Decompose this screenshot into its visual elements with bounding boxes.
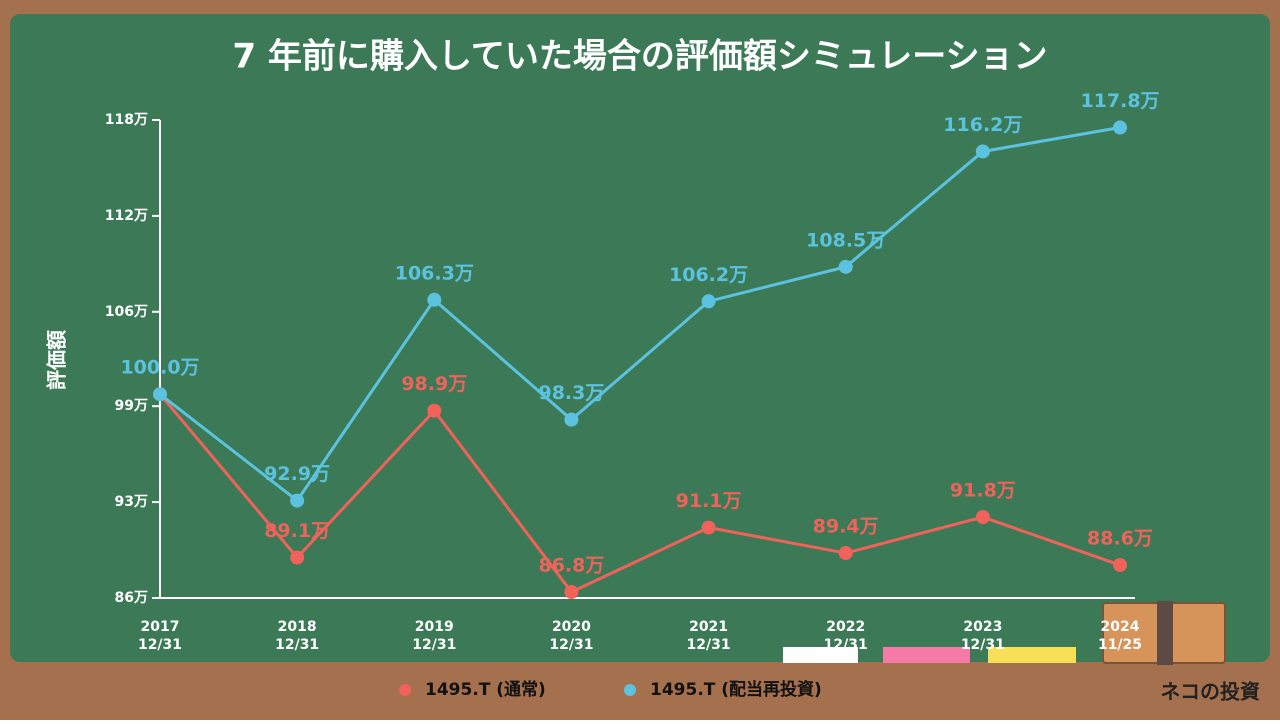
data-point — [153, 387, 167, 402]
data-point — [1113, 120, 1127, 135]
y-tick-label: 118万 — [105, 112, 148, 128]
data-label: 91.8万 — [950, 480, 1016, 502]
data-label: 92.9万 — [264, 463, 330, 485]
x-tick-label: 2018 — [278, 619, 317, 635]
y-tick-label: 112万 — [105, 208, 148, 224]
chalk-white — [783, 647, 858, 663]
brand: ネコの投資 — [1160, 680, 1260, 704]
y-tick-label: 106万 — [105, 304, 148, 320]
data-label: 108.5万 — [806, 229, 885, 251]
legend-marker — [399, 684, 411, 696]
data-label: 91.1万 — [676, 490, 742, 512]
plot: 86万 93万 99万 106万 112万 118万 2017 12/31 2018 12/31 2… — [105, 90, 1160, 653]
data-point — [838, 259, 853, 274]
series-line — [158, 393, 1121, 594]
x-tick-label: 12/31 — [138, 637, 182, 653]
data-label: 106.3万 — [395, 262, 474, 284]
data-point — [564, 585, 579, 600]
x-tick-label: 12/31 — [275, 637, 319, 653]
data-label: 100.0万 — [120, 357, 199, 379]
x-tick-label: 12/31 — [549, 637, 593, 653]
data-point — [701, 294, 716, 309]
data-point — [975, 510, 990, 525]
x-tick-label: 12/31 — [824, 637, 868, 653]
data-point — [290, 493, 305, 508]
data-point — [975, 144, 990, 159]
y-tick-label: 93万 — [115, 494, 148, 510]
data-label: 89.1万 — [264, 520, 330, 542]
data-label: 86.8万 — [538, 555, 604, 577]
chalk-pink — [883, 647, 970, 663]
data-point — [838, 546, 853, 561]
x-tick-label: 12/31 — [961, 637, 1005, 653]
data-label: 106.2万 — [669, 264, 748, 286]
data-point — [427, 403, 442, 418]
legend-marker — [624, 684, 636, 696]
eraser-band — [1157, 601, 1173, 665]
data-point — [1113, 558, 1127, 573]
y-tick-label: 86万 — [115, 590, 148, 606]
legend-label: 1495.T (配当再投資) — [650, 679, 822, 700]
x-tick-label: 2021 — [689, 619, 728, 635]
data-label: 117.8万 — [1080, 90, 1159, 112]
data-point — [290, 550, 305, 565]
x-tick-label: 12/31 — [687, 637, 731, 653]
data-label: 88.6万 — [1087, 528, 1153, 550]
x-tick-label: 11/25 — [1098, 637, 1142, 653]
x-tick-label: 2019 — [415, 619, 454, 635]
x-tick-label: 2020 — [552, 619, 591, 635]
y-tick-label: 99万 — [115, 398, 148, 414]
x-tick-label: 2023 — [963, 619, 1002, 635]
data-point — [564, 412, 579, 427]
data-point — [427, 292, 442, 307]
x-tick-label: 12/31 — [412, 637, 456, 653]
data-point — [701, 520, 716, 535]
legend-label: 1495.T (通常) — [425, 679, 546, 700]
x-tick-label: 2022 — [826, 619, 865, 635]
data-label: 98.3万 — [538, 382, 604, 404]
data-label: 116.2万 — [943, 114, 1022, 136]
x-tick-label: 2024 — [1101, 619, 1140, 635]
x-tick-label: 2017 — [141, 619, 180, 635]
data-label: 89.4万 — [813, 516, 879, 538]
chalk-yellow — [988, 647, 1076, 663]
series-line — [159, 126, 1121, 503]
chart-title: 7 年前に購入していた場合の評価額シミュレーション — [232, 37, 1047, 77]
data-label: 98.9万 — [401, 373, 467, 395]
y-axis-label: 評価額 — [45, 330, 69, 390]
